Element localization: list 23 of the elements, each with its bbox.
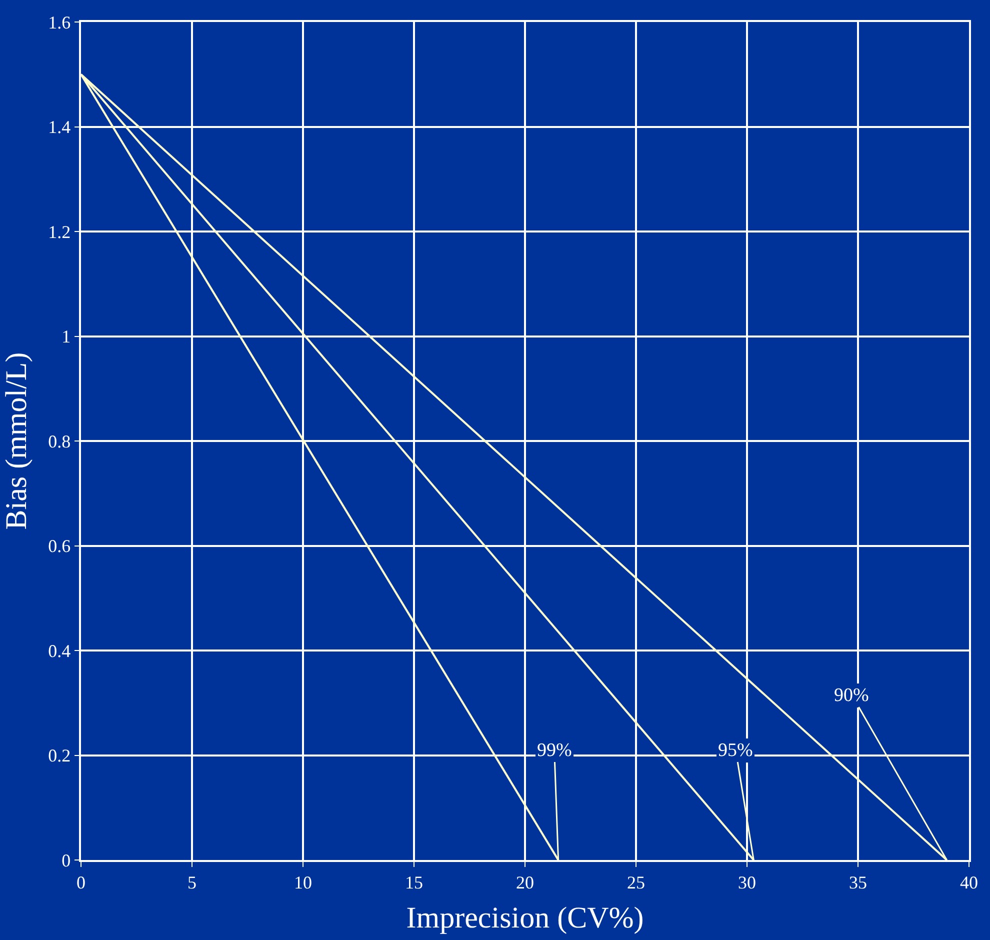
- y-tick-label: 1: [62, 326, 71, 347]
- y-tick-label: 0.2: [48, 746, 71, 766]
- x-tick-label: 15: [405, 872, 423, 892]
- y-tick-label: 1.4: [48, 117, 71, 138]
- y-tick-label: 1.2: [48, 222, 71, 242]
- annotation: 90%: [834, 685, 869, 706]
- x-tick-label: 40: [960, 872, 978, 892]
- x-tick-label: 10: [294, 872, 312, 892]
- x-tick-label: 5: [188, 872, 196, 892]
- x-tick-label: 30: [738, 872, 756, 892]
- y-tick-label: 1.6: [48, 12, 71, 32]
- annotation: 95%: [718, 740, 753, 761]
- x-axis-title: Imprecision (CV%): [406, 901, 644, 934]
- y-tick-label: 0.8: [48, 431, 71, 452]
- x-tick-label: 35: [849, 872, 867, 892]
- y-tick-label: 0.4: [48, 640, 71, 661]
- y-axis-title: Bias (mmol/L): [0, 352, 33, 530]
- x-tick-label: 0: [76, 872, 86, 892]
- y-tick-label: 0: [62, 850, 71, 870]
- annotation: 99%: [537, 740, 572, 761]
- x-tick-label: 20: [516, 872, 534, 892]
- y-tick-label: 0.6: [48, 536, 71, 556]
- x-tick-label: 25: [627, 872, 645, 892]
